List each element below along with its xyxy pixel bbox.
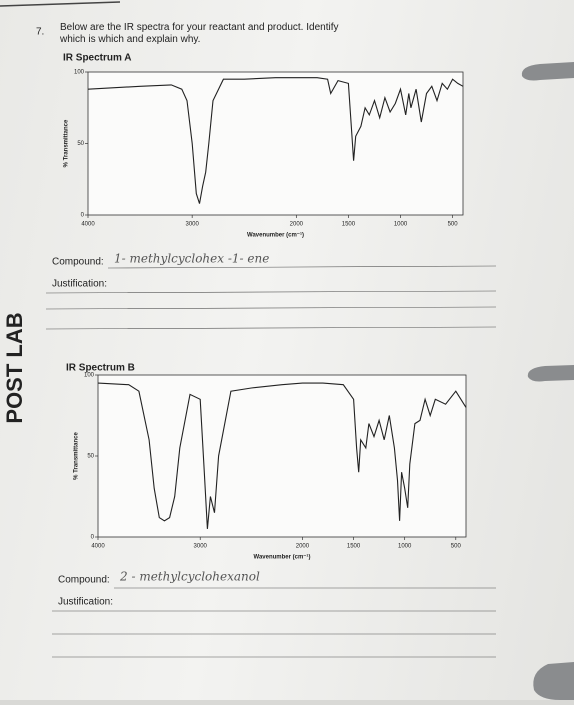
binder-rings	[521, 62, 574, 700]
compound-label: Compound:	[58, 575, 110, 586]
x-tick-label: 500	[451, 544, 462, 550]
answer-rule	[45, 306, 497, 310]
x-tick-label: 1000	[394, 222, 408, 228]
plot-frame	[97, 374, 467, 538]
question-text: Below are the IR spectra for your reacta…	[60, 22, 339, 45]
justification-label: Justification:	[58, 597, 113, 608]
x-tick-label: 3000	[185, 222, 199, 228]
y-tick-label: 100	[74, 70, 85, 76]
x-tick-label: 500	[448, 222, 459, 228]
compound-answer: 1- methylcyclohex -1- ene	[114, 252, 269, 266]
question-number: 7.	[36, 27, 44, 38]
plot-frame	[87, 71, 464, 216]
ir-chart: IR Spectrum B Wavenumber (cm⁻¹) % Transmit…	[66, 363, 467, 561]
answer-rule	[45, 290, 497, 294]
y-axis-label: % Transmittance	[74, 431, 80, 479]
x-axis-label: Wavenumber (cm⁻¹)	[254, 554, 311, 561]
chart-title: IR Spectrum A	[63, 53, 132, 64]
compound-answer: 2 - methylcyclohexanol	[119, 570, 260, 584]
x-tick-label: 4000	[91, 544, 105, 550]
answer-rule	[107, 265, 497, 269]
y-tick-label: 0	[81, 213, 85, 219]
answer-rule	[45, 326, 497, 330]
y-tick-label: 50	[77, 141, 84, 147]
justification-label: Justification:	[52, 279, 107, 290]
spectrum-line	[87, 77, 464, 204]
ir-chart: IR Spectrum A Wavenumber (cm⁻¹) % Transmit…	[63, 53, 464, 239]
x-tick-label: 1500	[347, 544, 361, 550]
y-tick-label: 0	[91, 535, 95, 541]
x-axis-label: Wavenumber (cm⁻¹)	[247, 232, 304, 239]
x-tick-label: 1500	[342, 222, 356, 228]
chart-title: IR Spectrum B	[66, 363, 135, 374]
charts: IR Spectrum A Wavenumber (cm⁻¹) % Transmit…	[63, 53, 467, 561]
x-tick-label: 1000	[398, 544, 412, 550]
side-label: POST LAB	[2, 312, 27, 423]
y-tick-label: 100	[84, 373, 95, 379]
compound-label: Compound:	[52, 257, 104, 268]
page-edge	[0, 1, 121, 7]
x-tick-label: 2000	[296, 544, 310, 550]
x-tick-label: 4000	[81, 222, 95, 228]
x-tick-label: 2000	[290, 222, 304, 228]
spectrum-line	[97, 382, 467, 529]
y-tick-label: 50	[87, 454, 94, 460]
x-tick-label: 3000	[194, 544, 208, 550]
answers: Compound: 1- methylcyclohex -1- ene Justif…	[45, 252, 497, 658]
y-axis-label: % Transmittance	[64, 119, 70, 167]
question-box: Below are the IR spectra for your reacta…	[60, 22, 339, 45]
